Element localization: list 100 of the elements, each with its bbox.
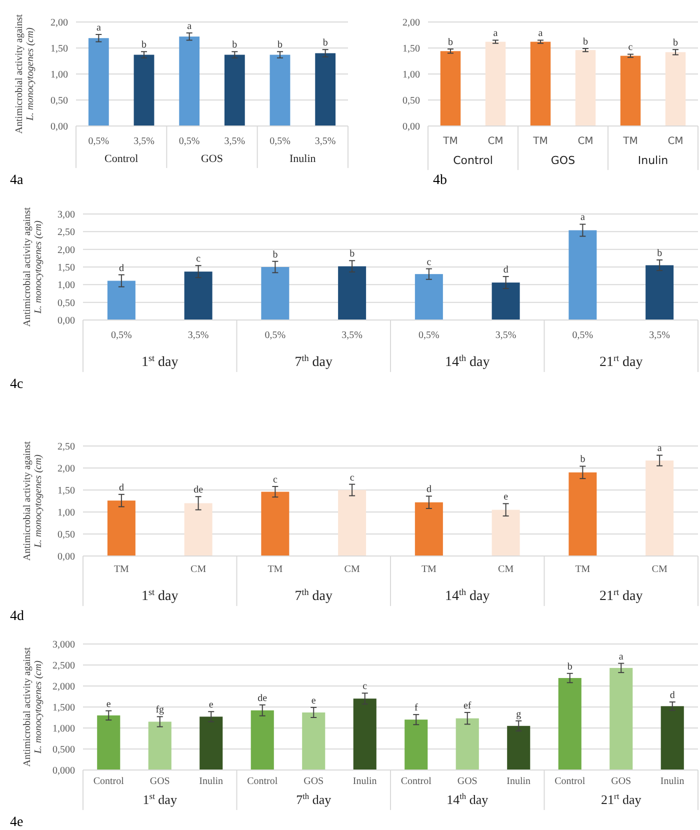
- x-tick-label: TM: [622, 136, 638, 147]
- y-axis-title: Antimicrobial activity against L. monocytogenes (cm): [22, 207, 44, 327]
- y-tick-label: 1,00: [50, 70, 68, 80]
- text: 21$^{rt}$ day: [601, 791, 642, 807]
- x-tick-label: Control: [400, 776, 432, 787]
- text: 4b: [433, 173, 447, 188]
- text: 4c: [10, 377, 24, 392]
- data-label: a: [187, 20, 192, 32]
- data-label: b: [350, 248, 355, 260]
- data-label: de: [258, 692, 268, 704]
- data-label: g: [516, 708, 522, 720]
- text: 14$^{th}$ day: [444, 353, 490, 370]
- data-label: e: [106, 698, 112, 710]
- y-tick-label: 1,50: [58, 262, 75, 274]
- data-label: b: [580, 454, 586, 466]
- x-tick-label: TM: [532, 136, 548, 147]
- text: Control: [453, 154, 493, 167]
- text: 7$^{th}$ day: [294, 353, 333, 370]
- text: 4e: [10, 815, 24, 830]
- data-label: a: [657, 443, 662, 454]
- y-tick-label: 3,00: [58, 210, 75, 220]
- y-tick-label: 2,00: [58, 244, 75, 256]
- y-tick-label: 2,50: [58, 227, 75, 238]
- y-tick-label: 1,500: [52, 702, 75, 714]
- text: Control: [104, 153, 138, 165]
- x-tick-label: Control: [247, 776, 278, 787]
- data-label: a: [538, 28, 544, 40]
- data-label: fg: [156, 704, 164, 716]
- x-tick-label: GOS: [304, 776, 324, 787]
- x-tick-label: 3,5%: [134, 136, 154, 147]
- y-tick-label: 0,000: [52, 766, 75, 776]
- data-label: e: [208, 700, 214, 711]
- y-tick-label: 0,500: [52, 744, 75, 756]
- y-tick-label: 0,50: [58, 530, 75, 540]
- text: Inulin: [638, 154, 668, 167]
- x-tick-label: GOS: [457, 776, 478, 787]
- x-tick-label: Control: [93, 776, 124, 787]
- data-label: c: [196, 254, 202, 265]
- x-tick-label: 0,5%: [418, 330, 440, 341]
- data-label: b: [673, 38, 678, 49]
- text: 21$^{rt}$ day: [599, 587, 643, 604]
- x-tick-label: Control: [554, 776, 586, 787]
- text: Inulin: [290, 153, 316, 165]
- x-tick-label: 3,5%: [649, 330, 670, 341]
- data-label: a: [96, 22, 102, 34]
- x-tick-label: CM: [652, 564, 668, 575]
- data-label: b: [142, 40, 146, 51]
- y-tick-label: 0,50: [58, 298, 75, 309]
- data-label: c: [272, 474, 278, 486]
- text: 7$^{th}$ day: [294, 587, 333, 604]
- text: 1$^{st}$ day: [141, 353, 178, 370]
- x-tick-label: 0,5%: [88, 136, 110, 147]
- data-label: c: [628, 42, 634, 54]
- y-tick-label: 3,000: [52, 640, 75, 650]
- data-label: b: [272, 249, 278, 260]
- data-label: d: [426, 484, 432, 496]
- x-tick-label: 3,5%: [188, 330, 209, 341]
- y-axis-title: Antimicrobial activity against L. monocytogenes (cm): [22, 647, 44, 767]
- data-label: c: [350, 472, 355, 484]
- x-tick-label: 3,5%: [314, 136, 336, 147]
- data-label: e: [504, 492, 509, 503]
- y-axis-title: Antimicrobial activity against L. monocytogenes (cm): [14, 14, 36, 134]
- data-label: e: [311, 695, 316, 706]
- text: 4a: [10, 173, 24, 188]
- x-tick-label: 0,5%: [111, 330, 132, 341]
- text: GOS: [200, 153, 224, 165]
- data-label: d: [670, 690, 675, 701]
- data-label: b: [278, 40, 282, 51]
- x-tick-label: Inulin: [660, 776, 684, 787]
- data-label: b: [322, 38, 328, 49]
- x-tick-label: GOS: [150, 776, 170, 787]
- y-tick-label: 2,00: [50, 18, 68, 28]
- data-label: ef: [463, 700, 472, 712]
- y-tick-label: 2,500: [52, 660, 75, 672]
- x-tick-label: CM: [344, 564, 360, 575]
- x-tick-label: Inulin: [506, 776, 531, 787]
- data-label: d: [118, 482, 124, 494]
- y-tick-label: 0,00: [402, 122, 420, 132]
- x-tick-label: 0,5%: [270, 136, 290, 147]
- x-tick-label: TM: [268, 564, 283, 575]
- y-tick-label: 1,00: [58, 508, 75, 518]
- x-tick-label: 0,5%: [178, 136, 200, 147]
- x-tick-label: TM: [421, 564, 437, 575]
- y-tick-label: 1,00: [402, 70, 420, 80]
- data-label: b: [583, 36, 588, 48]
- y-tick-label: 0,00: [50, 122, 68, 132]
- x-tick-label: Inulin: [352, 776, 377, 787]
- data-label: d: [118, 262, 124, 274]
- data-label: c: [426, 256, 432, 268]
- y-tick-label: 0,50: [402, 96, 420, 106]
- data-label: a: [580, 212, 586, 224]
- data-label: b: [657, 248, 662, 259]
- data-label: a: [618, 651, 624, 662]
- text: 14$^{th}$ day: [444, 587, 490, 604]
- y-tick-label: 2,00: [58, 464, 75, 474]
- x-tick-label: 3,5%: [342, 330, 362, 341]
- x-tick-label: 3,5%: [224, 136, 246, 147]
- x-tick-label: 3,5%: [495, 330, 516, 341]
- y-tick-label: 2,50: [58, 442, 75, 452]
- text: 1$^{st}$ day: [141, 587, 178, 604]
